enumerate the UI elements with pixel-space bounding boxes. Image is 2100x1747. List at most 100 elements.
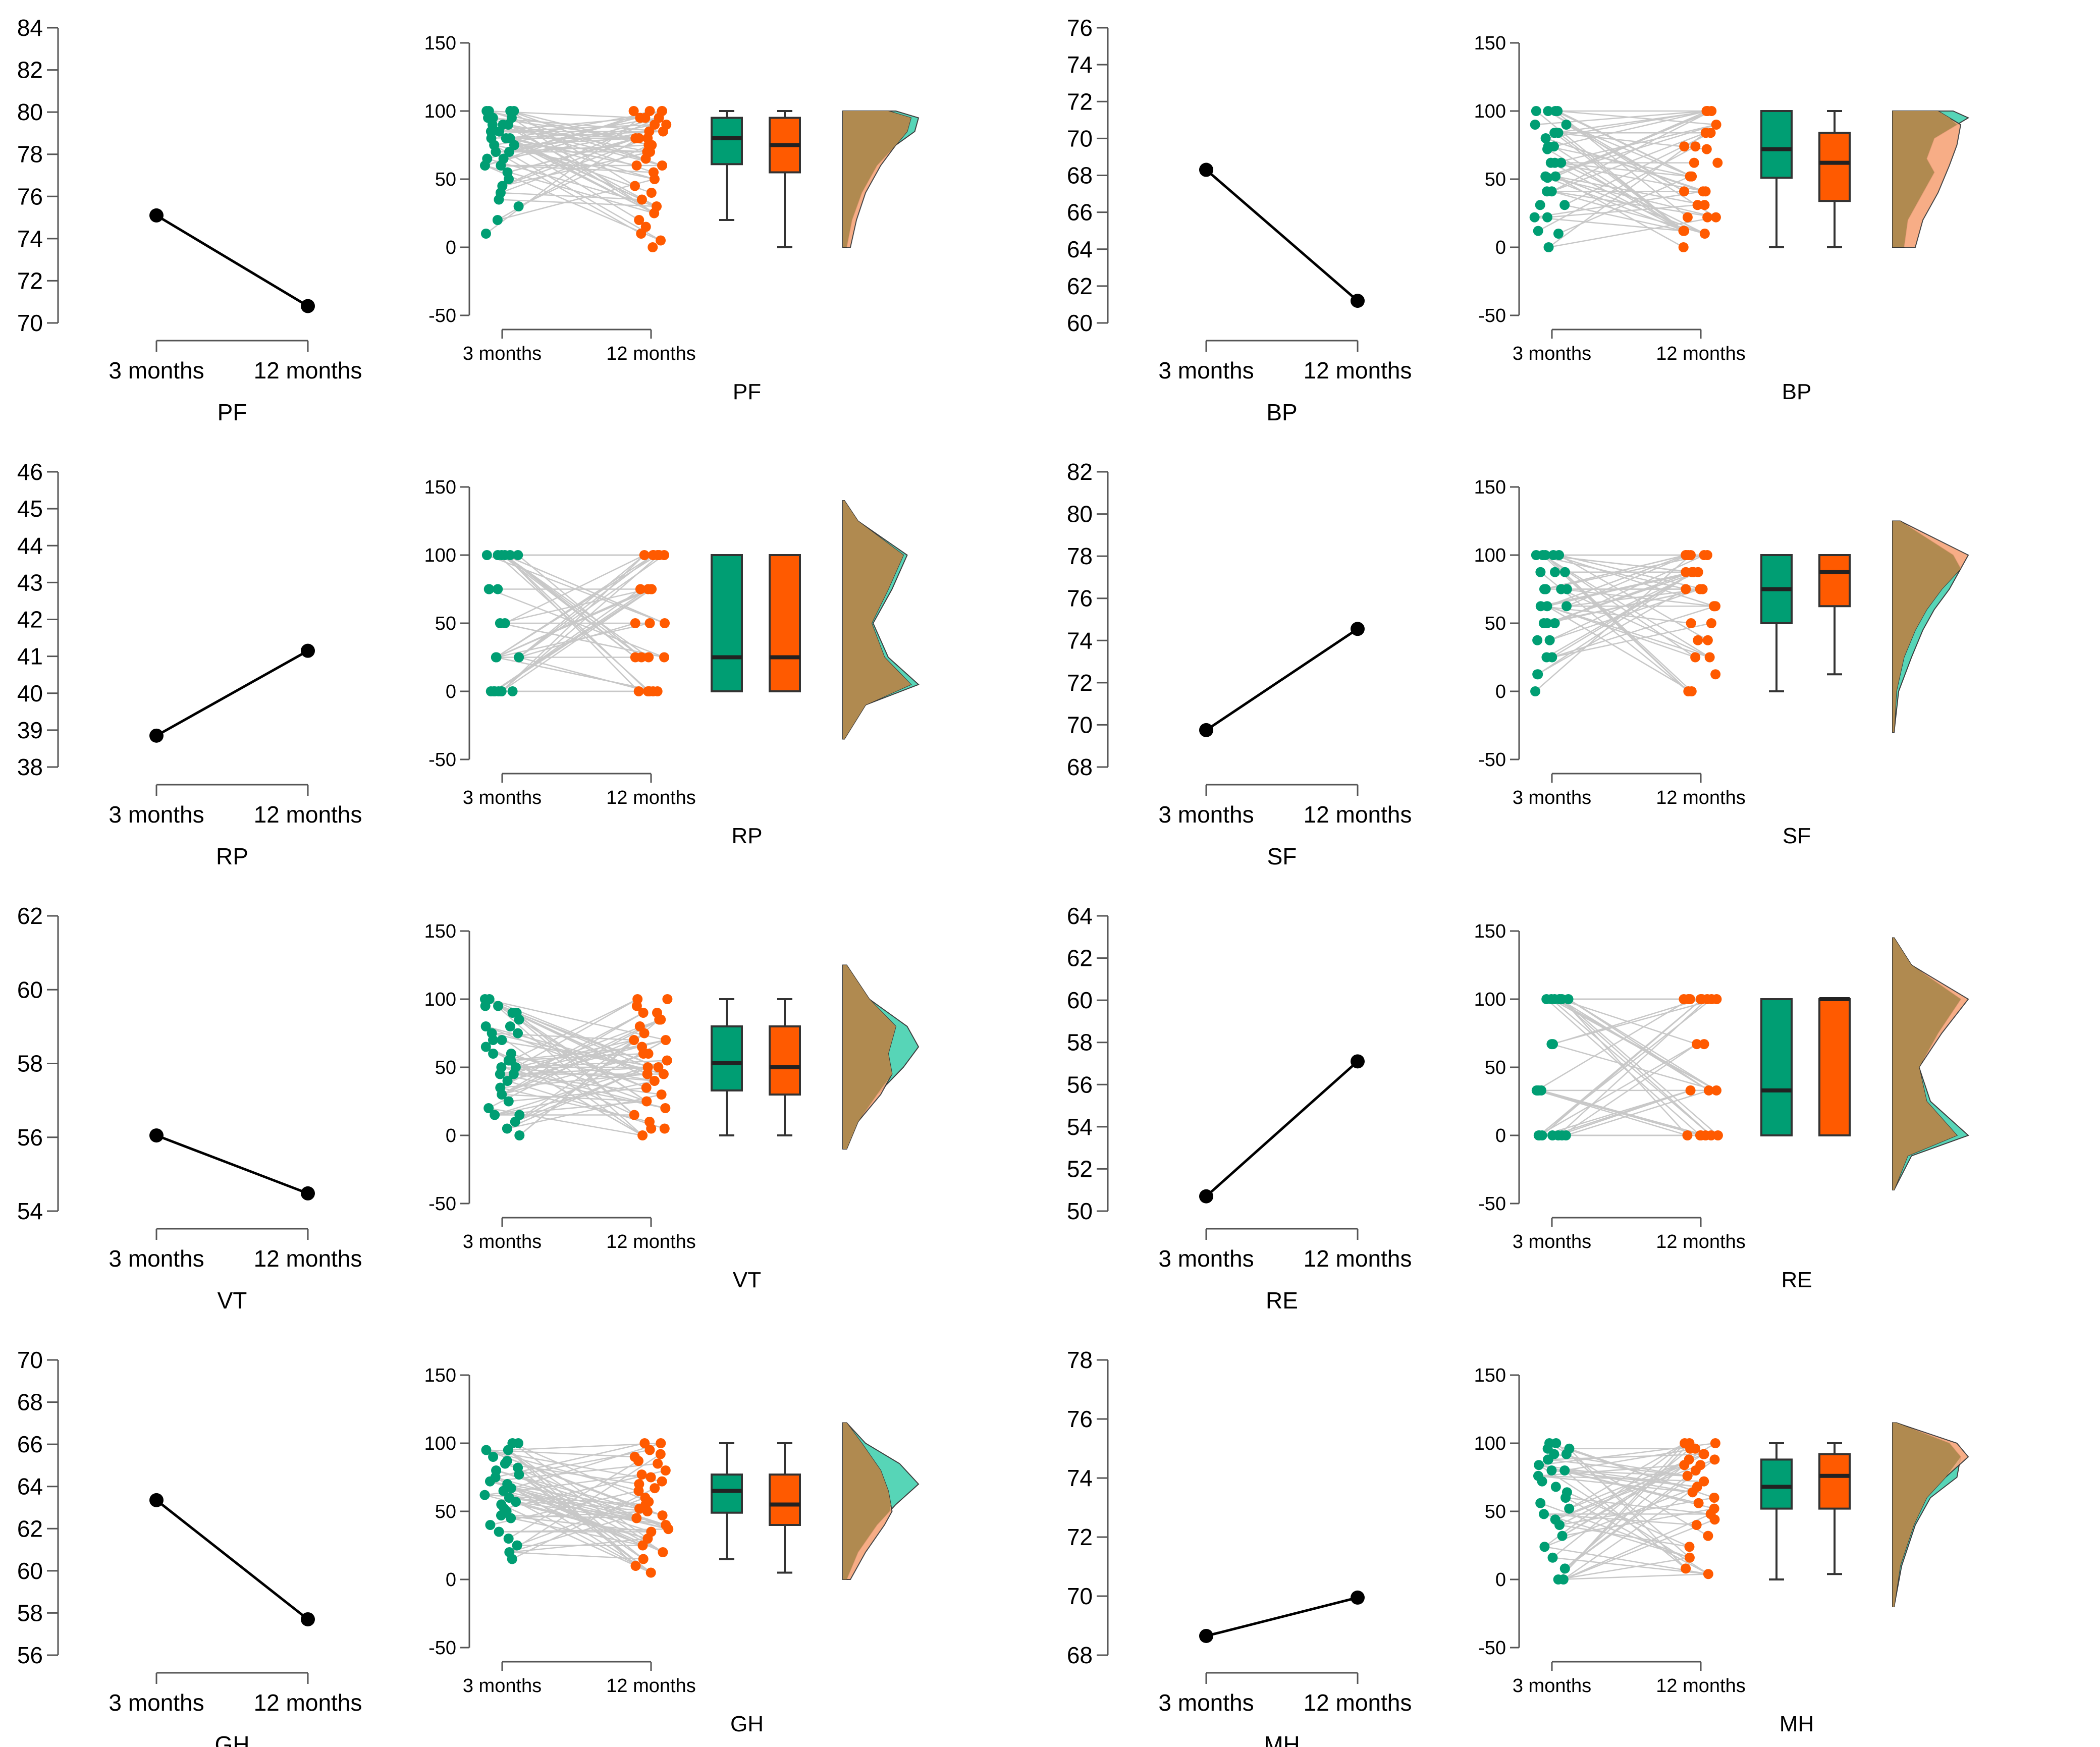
point-12-months — [639, 1028, 650, 1039]
point-3-months — [510, 1117, 520, 1127]
paired-line — [1555, 176, 1684, 248]
paired-line — [1563, 1519, 1715, 1580]
paired-line — [497, 178, 655, 221]
paired-line — [500, 1087, 650, 1123]
y-tick-label: 60 — [1067, 310, 1093, 336]
paired-line — [499, 1528, 669, 1533]
y-tick-label: -50 — [1478, 1637, 1506, 1659]
box-12-months — [1818, 554, 1851, 608]
point-3-months — [508, 1069, 519, 1079]
point-3-months — [1547, 1039, 1558, 1050]
point-3-months — [1537, 1476, 1547, 1487]
point-12-months — [649, 174, 660, 184]
y-tick-label: 68 — [1067, 754, 1093, 780]
point-12-months — [1682, 1470, 1693, 1481]
density-overlap — [843, 1423, 891, 1579]
paired-line — [486, 1449, 648, 1512]
point-3-months — [1550, 171, 1561, 182]
point-3-months — [481, 1445, 492, 1455]
paired-line — [1565, 1469, 1693, 1493]
paired-line — [1569, 1442, 1685, 1509]
paired-line — [488, 1019, 661, 1109]
point-12-months — [662, 1055, 672, 1066]
x-tick-label: 12 months — [606, 1231, 695, 1252]
paired-line — [1566, 124, 1685, 192]
y-tick-label: 74 — [17, 226, 43, 252]
point-3-months — [493, 584, 503, 594]
paired-line — [1560, 162, 1705, 235]
point-12-months — [1703, 1085, 1714, 1096]
x-tick-label: 3 months — [1513, 1231, 1591, 1252]
paired-line — [1568, 998, 1709, 1091]
mean-point-12-months — [1351, 1590, 1365, 1605]
paired-line — [510, 998, 638, 1061]
y-tick-label: 62 — [1067, 945, 1093, 971]
paired-line — [1546, 606, 1692, 692]
point-3-months — [494, 126, 504, 137]
gh-raincloud-panel: -50 0 50 100 150 3 months 12 months GH — [424, 1365, 920, 1736]
y-tick-label: 150 — [424, 33, 456, 54]
point-12-months — [1700, 128, 1711, 138]
point-12-months — [646, 188, 657, 198]
point-3-months — [1547, 652, 1557, 663]
paired-line — [508, 1087, 647, 1102]
point-3-months — [1530, 120, 1540, 130]
mean-line — [1205, 628, 1359, 731]
point-3-months — [1542, 173, 1553, 183]
y-tick-label: 70 — [1067, 712, 1093, 738]
point-12-months — [636, 1469, 647, 1480]
y-tick-label: 58 — [17, 1600, 43, 1626]
paired-line — [1554, 124, 1716, 163]
point-3-months — [494, 1526, 504, 1537]
mean-line — [1206, 1596, 1358, 1637]
paired-line — [1547, 554, 1687, 607]
point-3-months — [1543, 242, 1554, 252]
y-tick-label: 60 — [17, 976, 43, 1003]
paired-line — [515, 1501, 648, 1540]
point-3-months — [1549, 618, 1560, 628]
point-3-months — [1550, 1482, 1561, 1492]
mean-point-12-months — [301, 299, 315, 313]
point-12-months — [1682, 212, 1693, 223]
point-12-months — [647, 584, 657, 594]
box-12-months — [1818, 132, 1851, 202]
paired-line — [1544, 1442, 1685, 1548]
point-12-months — [1702, 635, 1713, 645]
box-3-months — [1760, 998, 1793, 1136]
y-tick-label: 50 — [435, 1057, 456, 1078]
x-axis-label: RE — [1266, 1287, 1298, 1314]
point-3-months — [514, 1014, 524, 1025]
point-3-months — [514, 1130, 525, 1140]
point-12-months — [1685, 1443, 1696, 1454]
paired-line — [1561, 1044, 1697, 1136]
y-tick-label: 74 — [1067, 627, 1093, 653]
point-12-months — [646, 1123, 657, 1134]
point-3-months — [488, 1035, 498, 1045]
paired-line — [501, 588, 652, 692]
point-12-months — [1709, 601, 1719, 612]
x-axis-label: PF — [733, 379, 761, 404]
y-tick-label: -50 — [1478, 749, 1506, 771]
x-tick-label: 12 months — [254, 801, 362, 828]
point-12-months — [1684, 1552, 1695, 1563]
point-12-months — [658, 126, 668, 137]
point-12-months — [1703, 1531, 1713, 1541]
point-3-months — [488, 1049, 499, 1059]
y-tick-label: 80 — [17, 99, 43, 125]
y-tick-label: 100 — [1474, 101, 1506, 122]
x-axis-label: MH — [1780, 1712, 1814, 1736]
point-3-months — [1543, 106, 1553, 116]
point-3-months — [1532, 635, 1543, 645]
point-12-months — [1704, 652, 1715, 663]
paired-line — [1548, 216, 1716, 248]
point-3-months — [1530, 686, 1541, 696]
y-tick-label: 100 — [424, 989, 456, 1010]
y-tick-label: 100 — [1474, 1433, 1506, 1454]
y-tick-label: 52 — [1067, 1156, 1093, 1182]
point-12-months — [1686, 618, 1696, 628]
paired-line — [1538, 1464, 1709, 1575]
paired-line — [1559, 1459, 1690, 1526]
point-3-months — [506, 1483, 516, 1494]
x-tick-label: 3 months — [1158, 801, 1254, 828]
